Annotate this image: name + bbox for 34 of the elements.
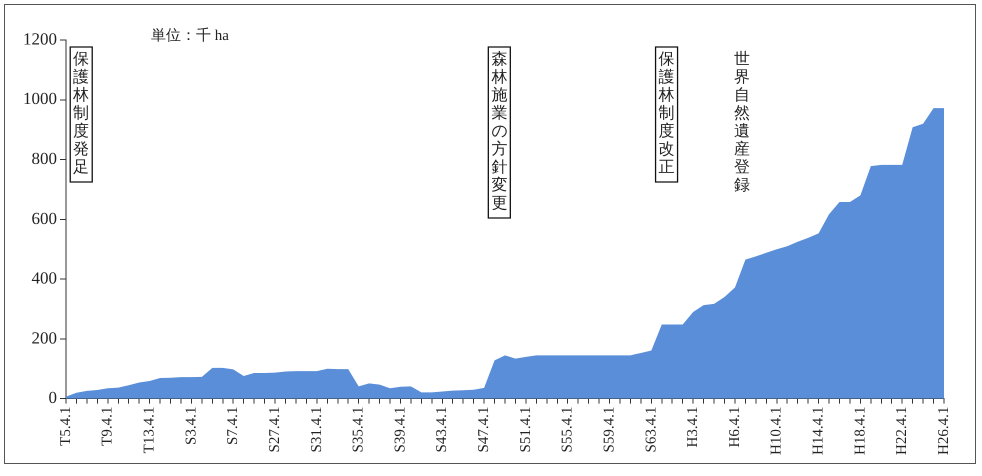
x-tick-label: H26.4.1 (936, 406, 952, 456)
y-tick-label: 200 (32, 328, 57, 348)
y-tick-label: 600 (32, 208, 57, 228)
x-tick-label: H10.4.1 (768, 406, 785, 456)
x-tick-label: S27.4.1 (266, 406, 283, 453)
y-tick-label: 1200 (23, 29, 57, 48)
x-tick-label: H14.4.1 (810, 406, 827, 456)
y-tick-label: 1000 (23, 89, 57, 108)
x-tick-label: S59.4.1 (601, 406, 618, 453)
x-tick-label: S39.4.1 (392, 406, 408, 453)
x-tick-label: T5.4.1 (58, 406, 74, 446)
x-tick-label: H3.4.1 (685, 406, 702, 448)
x-tick-label: S7.4.1 (225, 406, 242, 446)
x-tick-label: S47.4.1 (476, 406, 492, 453)
x-tick-label: T13.4.1 (142, 406, 158, 454)
x-tick-label: S51.4.1 (518, 406, 534, 453)
y-tick-label: 400 (32, 268, 57, 288)
x-tick-label: S43.4.1 (434, 406, 450, 453)
x-tick-label: H22.4.1 (894, 406, 910, 456)
x-tick-label: S55.4.1 (560, 406, 576, 453)
x-tick-label: H6.4.1 (726, 406, 743, 448)
y-tick-label: 0 (48, 388, 57, 408)
x-tick-label: S31.4.1 (308, 406, 325, 453)
text: 森林施業の方針変更 (491, 49, 508, 212)
x-tick-label: T9.4.1 (100, 406, 116, 446)
x-tick-label: H18.4.1 (852, 406, 868, 456)
x-tick-label: S3.4.1 (183, 406, 200, 446)
x-tick-label: S63.4.1 (643, 406, 660, 453)
x-tick-label: S35.4.1 (350, 406, 367, 453)
annotation: 保護林制度発足 (72, 49, 90, 176)
annotation: 世界自然遺産登録 (734, 49, 750, 194)
y-axis-title: 単位：千 ha (151, 26, 230, 44)
y-tick-label: 800 (32, 149, 57, 168)
annotation: 保護林制度改正 (658, 49, 675, 176)
